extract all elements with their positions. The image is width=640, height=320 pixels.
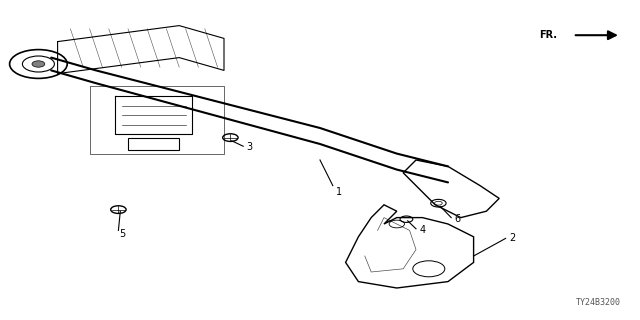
Text: 2: 2 (509, 233, 515, 244)
Text: FR.: FR. (539, 30, 557, 40)
Text: 1: 1 (336, 187, 342, 197)
Text: 6: 6 (454, 214, 461, 224)
Text: TY24B3200: TY24B3200 (576, 298, 621, 307)
Text: 3: 3 (246, 142, 253, 152)
Circle shape (32, 61, 45, 67)
Text: 4: 4 (419, 225, 426, 236)
Bar (128, 138, 179, 150)
Text: 5: 5 (119, 228, 125, 239)
